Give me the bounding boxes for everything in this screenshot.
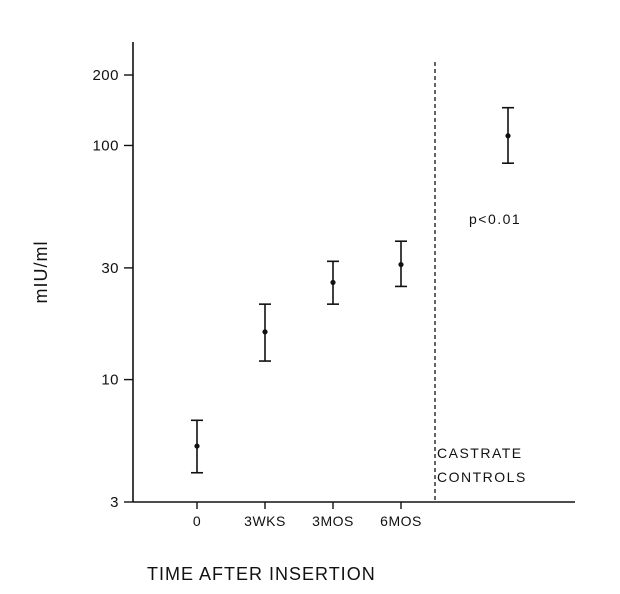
y-tick-label: 3: [110, 494, 119, 511]
error-bars: [191, 106, 514, 474]
data-point: [505, 133, 511, 139]
y-tick-label: 10: [101, 372, 119, 389]
x-axis-title: TIME AFTER INSERTION: [147, 564, 376, 584]
data-point: [330, 279, 336, 286]
controls-label: CONTROLS: [437, 469, 527, 485]
y-tick-label: 30: [101, 260, 119, 277]
x-ticks: 0 3WKS 3MOS 6MOS: [193, 502, 422, 529]
x-tick-label: 0: [193, 513, 201, 529]
x-tick-label: 3MOS: [312, 513, 354, 529]
data-point: [398, 261, 404, 268]
x-tick-label: 3WKS: [244, 513, 286, 529]
x-tick-label: 6MOS: [380, 513, 422, 529]
significance-label: p<0.01: [469, 211, 521, 227]
castrate-label: CASTRATE: [437, 445, 523, 461]
y-axis-title: mIU/ml: [31, 241, 51, 304]
data-point: [262, 329, 268, 335]
y-tick-label: 100: [92, 137, 119, 154]
data-point: [194, 443, 200, 449]
y-ticks: 3 10 30 100 200: [92, 67, 133, 511]
y-tick-label: 200: [92, 67, 119, 84]
data-points: [194, 133, 511, 449]
